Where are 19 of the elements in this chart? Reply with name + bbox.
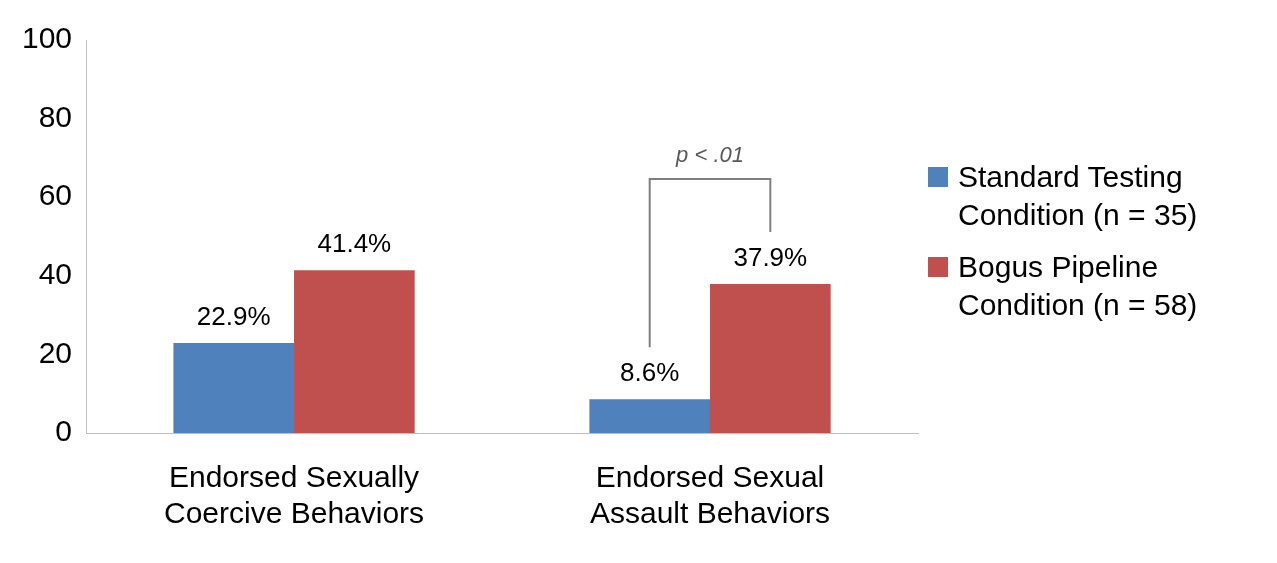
data-label: 22.9% [196,301,271,332]
annotation: p < .01 [675,142,744,168]
bar [173,343,295,433]
y-tick-label: 100 [21,21,73,55]
data-label: 37.9% [733,242,808,273]
data-label: 41.4% [317,228,392,259]
y-tick-label: 20 [38,335,73,369]
data-label: 8.6% [620,357,680,388]
bar [294,270,415,433]
y-tick-label: 0 [55,414,73,448]
y-tick-label: 40 [38,257,73,291]
bar [589,399,711,433]
x-tick-label: Endorsed Sexual Assault Behaviors [589,460,831,530]
bar [710,284,831,433]
legend-label: Bogus Pipeline Condition (n = 58) [958,248,1199,323]
x-tick-label: Endorsed Sexually Coercive Behaviors [163,460,425,530]
legend-label: Standard Testing Condition (n = 35) [958,158,1199,233]
y-tick-label: 60 [38,178,73,212]
y-tick-label: 80 [38,99,73,133]
